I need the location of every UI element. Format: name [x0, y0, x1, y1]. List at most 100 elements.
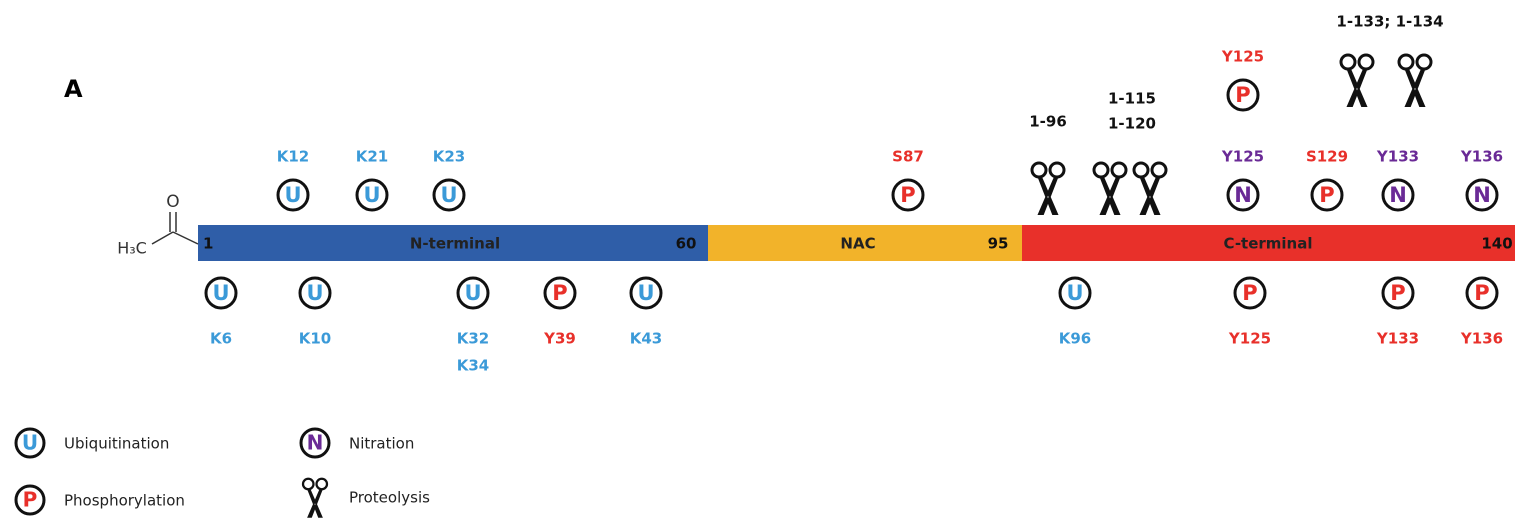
- site-circle: [204, 276, 238, 310]
- acetyl-bonds: [151, 212, 199, 245]
- site-circle: [456, 276, 490, 310]
- site-circle: [629, 276, 663, 310]
- domain-end: 60: [676, 235, 697, 253]
- scissors: [1030, 161, 1066, 215]
- scissors-blades: [1346, 67, 1368, 107]
- site-label: Y133: [1376, 148, 1419, 166]
- site-symbol: P: [900, 183, 915, 207]
- site-symbol: U: [1066, 281, 1083, 305]
- scissors-loop: [1339, 53, 1357, 71]
- cleavage-label: 1-120: [1108, 115, 1156, 133]
- site-symbol: U: [464, 281, 481, 305]
- site-circle: [1310, 178, 1344, 212]
- legend-label: Proteolysis: [349, 489, 430, 507]
- site-symbol: U: [363, 183, 380, 207]
- scissors-loop: [1397, 53, 1415, 71]
- site-label: K32: [457, 330, 490, 348]
- site-circle: [1226, 78, 1260, 112]
- site-symbol: U: [637, 281, 654, 305]
- c-terminal-domain: [1022, 225, 1515, 261]
- acetyl-oxygen: O: [166, 192, 179, 212]
- site-label: Y125: [1221, 48, 1264, 66]
- site-label: K12: [277, 148, 310, 166]
- nac-domain: [708, 225, 1024, 261]
- site-symbol: P: [1242, 281, 1257, 305]
- site-symbol: N: [1473, 183, 1491, 207]
- site-circle: [299, 427, 331, 459]
- scissors-loop: [301, 477, 315, 491]
- scissors-loop: [1357, 53, 1375, 71]
- scissors: [1397, 53, 1433, 107]
- cleavage-label: 1-133; 1-134: [1336, 13, 1443, 31]
- site-label: Y133: [1376, 330, 1419, 348]
- site-circle: [1381, 178, 1415, 212]
- domain-end: 95: [988, 235, 1009, 253]
- scissors-loop: [1150, 161, 1168, 179]
- site-symbol: U: [22, 431, 38, 455]
- site-circle: [14, 427, 46, 459]
- site-circle: [355, 178, 389, 212]
- panel-label: A: [64, 75, 83, 103]
- legend-label: Ubiquitination: [64, 435, 169, 453]
- scissors-blades: [1099, 175, 1121, 215]
- site-circle: [14, 484, 46, 516]
- site-label: Y136: [1460, 148, 1503, 166]
- scissors-loop: [1048, 161, 1066, 179]
- site-label: Y39: [543, 330, 576, 348]
- site-label: K6: [210, 330, 232, 348]
- site-symbol: N: [307, 431, 324, 455]
- domain-end: 140: [1481, 235, 1512, 253]
- domain-label: N-terminal: [410, 235, 500, 253]
- site-circle: [891, 178, 925, 212]
- domain-label: C-terminal: [1223, 235, 1312, 253]
- site-label: K43: [630, 330, 663, 348]
- site-circle: [1465, 276, 1499, 310]
- site-symbol: U: [440, 183, 457, 207]
- scissors-loop: [1092, 161, 1110, 179]
- scissors-blades: [307, 488, 323, 518]
- scissors-blades: [1139, 175, 1161, 215]
- site-circle: [1233, 276, 1267, 310]
- n-terminal-domain: [198, 225, 710, 261]
- site-circle: [298, 276, 332, 310]
- site-symbol: U: [306, 281, 323, 305]
- site-circle: [1465, 178, 1499, 212]
- site-symbol: P: [1474, 281, 1489, 305]
- scissors-loop: [1110, 161, 1128, 179]
- scissors-loop: [1132, 161, 1150, 179]
- site-symbol: U: [212, 281, 229, 305]
- site-symbol: P: [552, 281, 567, 305]
- site-label: S129: [1306, 148, 1348, 166]
- scissors-blades: [1404, 67, 1426, 107]
- scissors: [1092, 161, 1128, 215]
- site-symbol: N: [1389, 183, 1407, 207]
- cleavage-label: 1-96: [1029, 113, 1067, 131]
- site-symbol: P: [23, 488, 38, 512]
- scissors-loop: [315, 477, 329, 491]
- site-symbol: P: [1319, 183, 1334, 207]
- domain-label: NAC: [840, 235, 875, 253]
- scissors: [1132, 161, 1168, 215]
- site-symbol: P: [1390, 281, 1405, 305]
- scissors: [301, 477, 329, 518]
- site-circle: [276, 178, 310, 212]
- site-symbol: U: [284, 183, 301, 207]
- cleavage-label: 1-115: [1108, 90, 1156, 108]
- site-label: K23: [433, 148, 466, 166]
- scissors-loop: [1415, 53, 1433, 71]
- site-label: K10: [299, 330, 332, 348]
- site-label: Y136: [1460, 330, 1503, 348]
- site-circle: [432, 178, 466, 212]
- legend-label: Phosphorylation: [64, 492, 185, 510]
- site-label: K96: [1059, 330, 1092, 348]
- site-circle: [1381, 276, 1415, 310]
- scissors-blades: [1037, 175, 1059, 215]
- acetyl-methyl: H₃C: [117, 239, 147, 258]
- domain-start: 1: [203, 235, 213, 253]
- scissors: [1339, 53, 1375, 107]
- site-label: S87: [892, 148, 924, 166]
- site-symbol: P: [1235, 83, 1250, 107]
- site-label: K34: [457, 357, 490, 375]
